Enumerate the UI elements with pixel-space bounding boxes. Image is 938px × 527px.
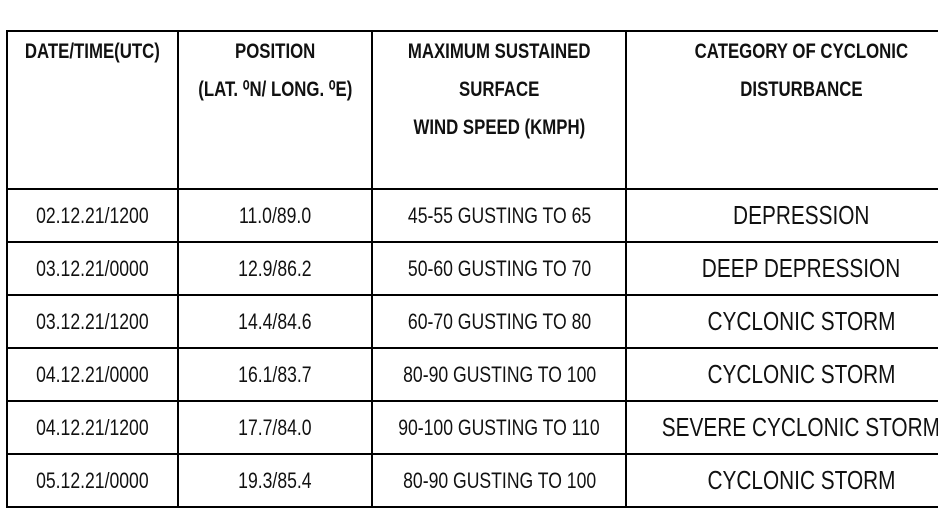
cell-text: CYCLONIC STORM (707, 465, 896, 495)
table-cell: 04.12.21/0000 (6, 347, 179, 402)
table-cell: 80-90 GUSTING TO 100 (371, 453, 628, 508)
cell-text: 19.3/85.4 (238, 467, 312, 493)
cell-text: 14.4/84.6 (238, 308, 312, 334)
cell-text: 04.12.21/0000 (36, 361, 149, 387)
header-text: WIND SPEED (KMPH) (374, 110, 624, 146)
table-cell: 11.0/89.0 (176, 188, 374, 243)
table-cell: 04.12.21/1200 (6, 400, 179, 455)
table-cell: CYCLONIC STORM (625, 453, 938, 508)
cell-text: SEVERE CYCLONIC STORM (662, 412, 938, 442)
table-cell: 45-55 GUSTING TO 65 (371, 188, 628, 243)
cell-text: 16.1/83.7 (238, 361, 312, 387)
header-text: POSITION (180, 34, 371, 70)
cell-text: 03.12.21/0000 (36, 255, 149, 281)
table-cell: 16.1/83.7 (176, 347, 374, 402)
header-line: (LAT. ⁰N/ LONG. ⁰E) (198, 78, 353, 101)
table-cell: 17.7/84.0 (176, 400, 374, 455)
table-cell: 19.3/85.4 (176, 453, 374, 508)
table-cell: CYCLONIC STORM (625, 294, 938, 349)
header-cell: POSITION (LAT. ⁰N/ LONG. ⁰E) (176, 30, 374, 190)
header-text: CATEGORY OF CYCLONIC (628, 34, 938, 70)
table-cell: 05.12.21/0000 (6, 453, 179, 508)
header-text: SURFACE (374, 72, 624, 108)
header-line: POSITION (234, 40, 316, 63)
table-row: 04.12.21/1200 17.7/84.0 90-100 GUSTING TO … (6, 400, 938, 455)
header-line: CATEGORY OF CYCLONIC (694, 40, 908, 63)
table-cell: 03.12.21/1200 (6, 294, 179, 349)
cell-text: DEEP DEPRESSION (701, 253, 901, 283)
table-cell: SEVERE CYCLONIC STORM (625, 400, 938, 455)
header-cell: MAXIMUM SUSTAINED SURFACE WIND SPEED (KMPH… (371, 30, 628, 190)
table-cell: 80-90 GUSTING TO 100 (371, 347, 628, 402)
header-row: DATE/TIME(UTC) POSITION (LAT. ⁰N/ LONG. ⁰E… (6, 30, 938, 190)
header-line: DATE/TIME(UTC) (24, 40, 160, 63)
table-row: 03.12.21/1200 14.4/84.6 60-70 GUSTING TO 8… (6, 294, 938, 349)
header-text: MAXIMUM SUSTAINED (374, 34, 624, 70)
table-row: 02.12.21/1200 11.0/89.0 45-55 GUSTING TO 6… (6, 188, 938, 243)
table-cell: 03.12.21/0000 (6, 241, 179, 296)
cell-text: 80-90 GUSTING TO 100 (402, 361, 596, 387)
header-line: WIND SPEED (KMPH) (413, 116, 586, 139)
table-cell: 60-70 GUSTING TO 80 (371, 294, 628, 349)
cell-text: DEPRESSION (732, 200, 870, 230)
cell-text: 05.12.21/0000 (36, 467, 149, 493)
cell-text: 02.12.21/1200 (36, 202, 149, 228)
cell-text: CYCLONIC STORM (707, 306, 896, 336)
cell-text: CYCLONIC STORM (707, 359, 896, 389)
header-line: SURFACE (459, 78, 540, 101)
table-body: 02.12.21/1200 11.0/89.0 45-55 GUSTING TO 6… (6, 188, 938, 508)
cell-text: 45-55 GUSTING TO 65 (407, 202, 591, 228)
table-cell: 02.12.21/1200 (6, 188, 179, 243)
cell-text: 50-60 GUSTING TO 70 (407, 255, 591, 281)
header-text: (LAT. ⁰N/ LONG. ⁰E) (180, 72, 371, 108)
header-cell: DATE/TIME(UTC) (6, 30, 179, 190)
table-row: 03.12.21/0000 12.9/86.2 50-60 GUSTING TO 7… (6, 241, 938, 296)
table-cell: DEEP DEPRESSION (625, 241, 938, 296)
table-cell: DEPRESSION (625, 188, 938, 243)
cell-text: 11.0/89.0 (238, 202, 312, 228)
table-row: 05.12.21/0000 19.3/85.4 80-90 GUSTING TO 1… (6, 453, 938, 508)
cell-text: 04.12.21/1200 (36, 414, 149, 440)
cell-text: 03.12.21/1200 (36, 308, 149, 334)
table-row: 04.12.21/0000 16.1/83.7 80-90 GUSTING TO 1… (6, 347, 938, 402)
table-cell: 90-100 GUSTING TO 110 (371, 400, 628, 455)
header-text: DISTURBANCE (628, 72, 938, 108)
header-line: MAXIMUM SUSTAINED (408, 40, 591, 63)
table-cell: 12.9/86.2 (176, 241, 374, 296)
table-cell: 14.4/84.6 (176, 294, 374, 349)
cell-text: 12.9/86.2 (238, 255, 312, 281)
header-text: DATE/TIME(UTC) (9, 34, 176, 70)
cell-text: 90-100 GUSTING TO 110 (398, 414, 601, 440)
table-cell: CYCLONIC STORM (625, 347, 938, 402)
cell-text: 60-70 GUSTING TO 80 (407, 308, 591, 334)
cyclone-table: DATE/TIME(UTC) POSITION (LAT. ⁰N/ LONG. ⁰E… (6, 30, 938, 508)
header-cell: CATEGORY OF CYCLONIC DISTURBANCE (625, 30, 938, 190)
header-line: DISTURBANCE (739, 78, 863, 101)
cell-text: 80-90 GUSTING TO 100 (402, 467, 596, 493)
cell-text: 17.7/84.0 (238, 414, 312, 440)
table-cell: 50-60 GUSTING TO 70 (371, 241, 628, 296)
